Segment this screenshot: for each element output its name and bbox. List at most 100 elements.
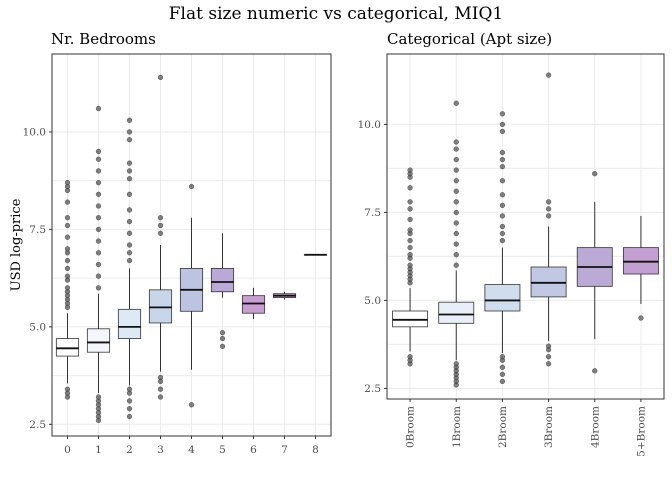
outlier-point — [499, 157, 506, 163]
box-2 — [117, 117, 142, 420]
box-3Broom — [530, 72, 567, 367]
x-tick-label: 2 — [126, 444, 133, 456]
panel-frame — [386, 53, 665, 400]
outlier-point — [638, 315, 644, 321]
outlier-point — [499, 149, 506, 156]
outlier-point — [64, 246, 71, 252]
outlier-point — [157, 222, 164, 229]
box-1Broom — [438, 100, 475, 388]
y-tick-label: 7.5 — [364, 207, 381, 219]
outlier-point — [95, 285, 102, 291]
outlier-point — [64, 273, 71, 279]
right-panel-title: Categorical (Apt size) — [387, 30, 552, 48]
outlier-point — [188, 183, 195, 190]
outlier-point — [157, 394, 164, 400]
outlier-point — [188, 402, 195, 408]
outlier-point — [499, 202, 506, 208]
outlier-point — [407, 206, 413, 212]
x-tick-label: 1Broom — [451, 406, 463, 448]
outlier-point — [453, 361, 459, 367]
outlier-point — [407, 216, 413, 223]
x-tick-label: 8 — [312, 444, 319, 456]
outlier-point — [407, 227, 413, 233]
outlier-point — [219, 343, 226, 349]
outlier-point — [499, 128, 506, 135]
outlier-point — [95, 215, 102, 221]
outlier-point — [95, 191, 102, 197]
outlier-point — [453, 146, 459, 152]
right-boxplot-panel: 2.5 5.0 7.5 10.0 0Broom 1Broom 2Broom 3Broom 4Br… — [358, 53, 665, 457]
x-tick-label: 5+Broom — [635, 406, 647, 457]
outlier-point — [499, 364, 506, 370]
x-tick-label: 4Broom — [589, 406, 601, 448]
outlier-point — [499, 213, 506, 219]
outlier-point — [95, 261, 102, 268]
outlier-point — [126, 398, 133, 404]
box-body — [86, 328, 111, 353]
box-4 — [179, 183, 204, 408]
outlier-point — [545, 72, 552, 78]
y-tick-label: 7.5 — [29, 224, 46, 236]
outlier-point — [64, 285, 71, 291]
outlier-point — [592, 368, 598, 374]
outlier-point — [95, 156, 102, 162]
outlier-point — [64, 180, 71, 186]
outlier-point — [126, 137, 133, 143]
outlier-point — [126, 250, 133, 256]
y-tick-label: 2.5 — [29, 419, 46, 431]
outlier-point — [407, 199, 413, 205]
box-body — [55, 338, 80, 357]
outlier-point — [126, 207, 133, 213]
outlier-point — [64, 265, 71, 271]
outlier-point — [219, 335, 226, 342]
left-boxplot-panel: 2.5 5.0 7.5 10.0 0 1 2 3 4 5 6 7 8 — [23, 53, 332, 456]
outlier-point — [407, 245, 413, 251]
outlier-point — [64, 222, 71, 229]
outlier-point — [499, 121, 506, 128]
outlier-point — [126, 176, 133, 182]
outlier-point — [157, 386, 164, 392]
outlier-point — [453, 167, 459, 173]
outlier-point — [453, 178, 459, 184]
outlier-point — [64, 386, 71, 392]
x-tick-label: 3 — [157, 444, 164, 456]
outlier-point — [64, 199, 71, 205]
outlier-point — [592, 171, 598, 177]
box-0Broom — [392, 167, 429, 367]
outlier-point — [64, 234, 71, 240]
outlier-point — [499, 378, 506, 384]
x-tick-label: 5 — [219, 444, 226, 456]
outlier-point — [453, 241, 459, 247]
x-tick-label: 6 — [250, 444, 257, 456]
outlier-point — [126, 413, 133, 420]
y-tick-label: 10.0 — [358, 119, 381, 131]
outlier-point — [95, 250, 102, 256]
outlier-point — [157, 374, 164, 381]
outlier-point — [545, 361, 552, 367]
outlier-point — [95, 180, 102, 186]
outlier-point — [126, 129, 133, 135]
outlier-point — [95, 394, 102, 400]
figure-title: Flat size numeric vs categorical, MIQ1 — [169, 4, 504, 24]
box-3 — [148, 74, 173, 400]
box-5+Broom — [622, 215, 659, 321]
box-8 — [303, 253, 328, 256]
outlier-point — [545, 206, 552, 212]
outlier-point — [95, 105, 102, 112]
outlier-point — [499, 237, 506, 244]
x-tick-label: 0Broom — [405, 406, 417, 448]
outlier-point — [453, 188, 459, 194]
outlier-point — [95, 226, 102, 233]
outlier-point — [453, 262, 459, 268]
outlier-point — [453, 199, 459, 205]
outlier-point — [126, 242, 133, 248]
left-panel-title: Nr. Bedrooms — [51, 30, 156, 48]
y-tick-label: 5.0 — [364, 295, 381, 307]
outlier-point — [545, 343, 552, 349]
outlier-point — [453, 139, 459, 145]
outlier-point — [126, 257, 133, 264]
outlier-point — [126, 168, 133, 174]
outlier-point — [126, 117, 133, 123]
outlier-point — [499, 111, 506, 117]
outlier-point — [545, 199, 552, 205]
